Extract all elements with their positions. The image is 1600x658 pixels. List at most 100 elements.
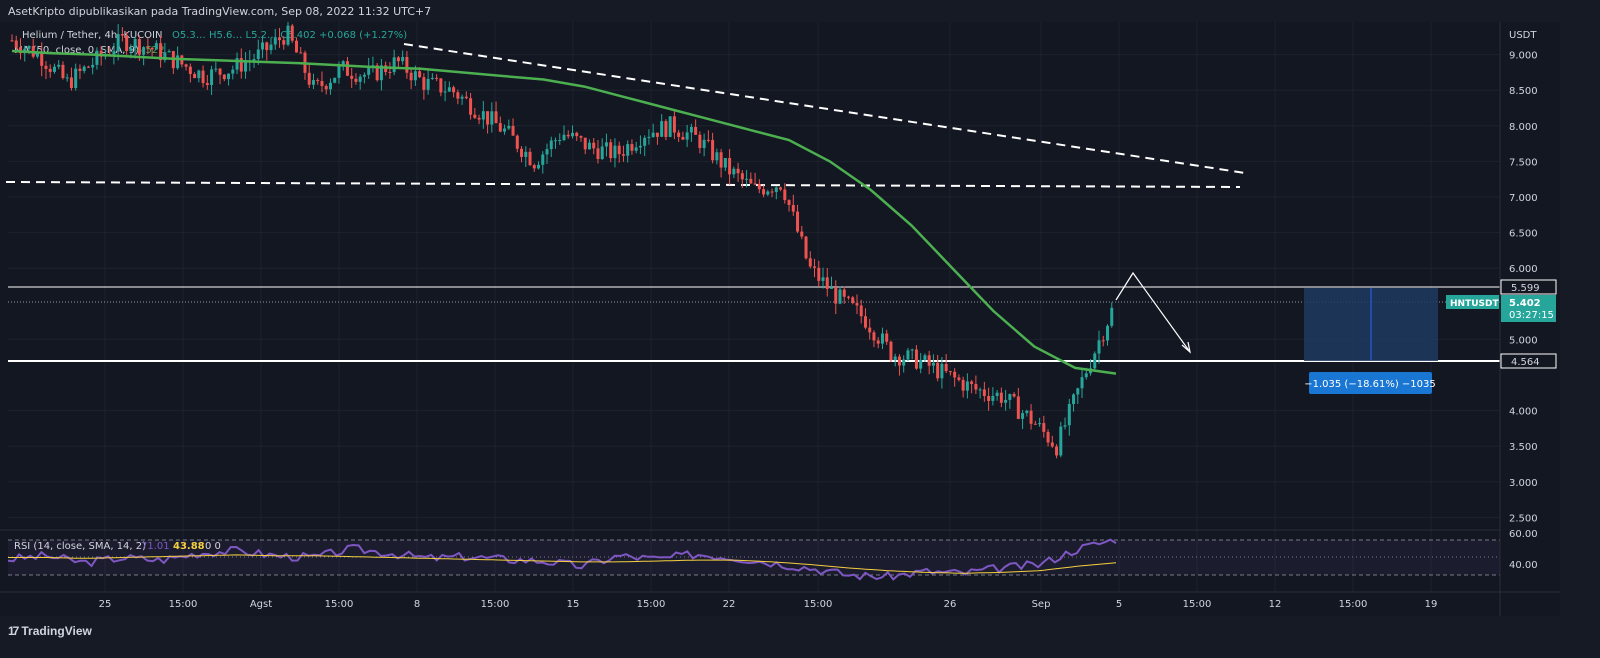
candle-body: [842, 289, 846, 297]
candle-body: [447, 87, 451, 92]
candle-body: [214, 68, 218, 70]
candle-body: [1093, 353, 1097, 369]
time-tick: 15:00: [1339, 599, 1368, 610]
candle-body: [69, 77, 73, 88]
price-tick: 9.000: [1509, 51, 1538, 62]
candle-body: [1084, 373, 1088, 378]
time-tick: 15: [567, 599, 580, 610]
candle-body: [490, 111, 494, 125]
descending-trendline[interactable]: [403, 43, 1246, 174]
grid-lines: [8, 22, 1500, 592]
candle-body: [554, 140, 558, 142]
candle-body: [626, 144, 630, 156]
candle-body: [524, 151, 528, 157]
candle-body: [413, 71, 417, 81]
candle-body: [936, 362, 940, 379]
candle-body: [774, 187, 778, 192]
time-axis[interactable]: 25 15:00 Agst 15:00 8 15:00 15 15:00 22 15:00 26 Se…: [99, 599, 1438, 610]
candle-body: [290, 25, 294, 41]
candle-body: [987, 395, 991, 401]
time-tick: Agst: [250, 599, 272, 610]
price-tick: 7.000: [1509, 193, 1538, 204]
candle-body: [537, 164, 541, 169]
legend-ohlc: O5.3… H5.6… L5.2… C5.402 +0.068 (+1.27%): [172, 30, 407, 41]
candle-body: [957, 377, 961, 380]
candle-body: [813, 266, 817, 268]
candle-body: [830, 287, 834, 289]
candle-body: [379, 65, 383, 81]
candle-body: [621, 154, 625, 156]
candle-body: [235, 58, 239, 70]
candle-body: [1016, 396, 1020, 419]
candle-body: [736, 168, 740, 174]
candle-body: [473, 114, 477, 118]
candle-body: [910, 349, 914, 351]
candle-body: [333, 77, 337, 83]
candle-body: [244, 61, 248, 72]
price-tick: 8.500: [1509, 86, 1538, 97]
candle-body: [210, 69, 214, 86]
candle-body: [660, 121, 664, 137]
candle-body: [880, 333, 884, 344]
candle-body: [1012, 394, 1016, 397]
candle-body: [1059, 426, 1063, 456]
candle-body: [167, 51, 171, 53]
candle-body: [65, 77, 69, 79]
resistance-tag: [1500, 279, 1557, 295]
candle-body: [61, 64, 65, 78]
measure-label-box: [1309, 372, 1432, 394]
candle-body: [876, 340, 880, 344]
candle-body: [218, 68, 222, 75]
candle-body: [405, 56, 409, 73]
projection-arrowhead: [1181, 341, 1191, 354]
candle-body: [456, 92, 460, 99]
candle-body: [520, 148, 524, 157]
candle-body: [1008, 394, 1012, 400]
candle-body: [120, 33, 124, 36]
candle-body: [609, 142, 613, 159]
time-tick: 22: [723, 599, 736, 610]
candle-body: [970, 381, 974, 385]
tradingview-wordmark: TradingView: [21, 624, 92, 638]
tradingview-brand[interactable]: 17 TradingView: [8, 624, 92, 638]
price-axis[interactable]: 9.000 8.500 8.000 7.500 7.000 6.500 6.000 5.000…: [1509, 51, 1538, 525]
candle-body: [927, 355, 931, 366]
candle-body: [596, 148, 600, 160]
candle-body: [859, 305, 863, 317]
time-tick: 15:00: [169, 599, 198, 610]
candle-body: [188, 66, 192, 75]
horizontal-dashed-line[interactable]: [5, 181, 1241, 188]
candle-body: [855, 303, 859, 306]
candle-body: [328, 82, 332, 90]
candle-body: [469, 98, 473, 115]
last-price-tag-text: 5.402: [1509, 298, 1541, 309]
candle-body: [418, 71, 422, 78]
candle-body: [1063, 425, 1067, 427]
candle-body: [893, 356, 897, 361]
candle-body: [112, 51, 116, 56]
rsi-axis-tick: 60.00: [1509, 529, 1538, 540]
candle-body: [885, 333, 889, 342]
candle-body: [150, 47, 154, 50]
projection-path[interactable]: [1115, 271, 1191, 353]
candle-body: [592, 142, 596, 149]
price-tick: 3.000: [1509, 478, 1538, 489]
candle-body: [430, 77, 434, 79]
candle-body: [176, 55, 180, 69]
candle-body: [982, 389, 986, 396]
candle-body: [125, 35, 129, 52]
candle-body: [116, 33, 120, 52]
candle-body: [872, 332, 876, 341]
chart-area[interactable]: Helium / Tether, 4h, KUCOIN O5.3… H5.6… …: [0, 18, 1560, 616]
time-tick: 15:00: [1183, 599, 1212, 610]
legend-symbol: Helium / Tether, 4h, KUCOIN: [22, 30, 162, 41]
candle-body: [82, 66, 86, 71]
price-chart[interactable]: Helium / Tether, 4h, KUCOIN O5.3… H5.6… …: [0, 18, 1560, 616]
time-tick: 15:00: [481, 599, 510, 610]
candle-body: [273, 37, 277, 45]
last-price-tag: [1501, 295, 1556, 322]
candle-body: [464, 96, 468, 99]
candle-body: [1097, 340, 1101, 354]
candle-body: [723, 158, 727, 168]
candle-body: [999, 392, 1003, 403]
